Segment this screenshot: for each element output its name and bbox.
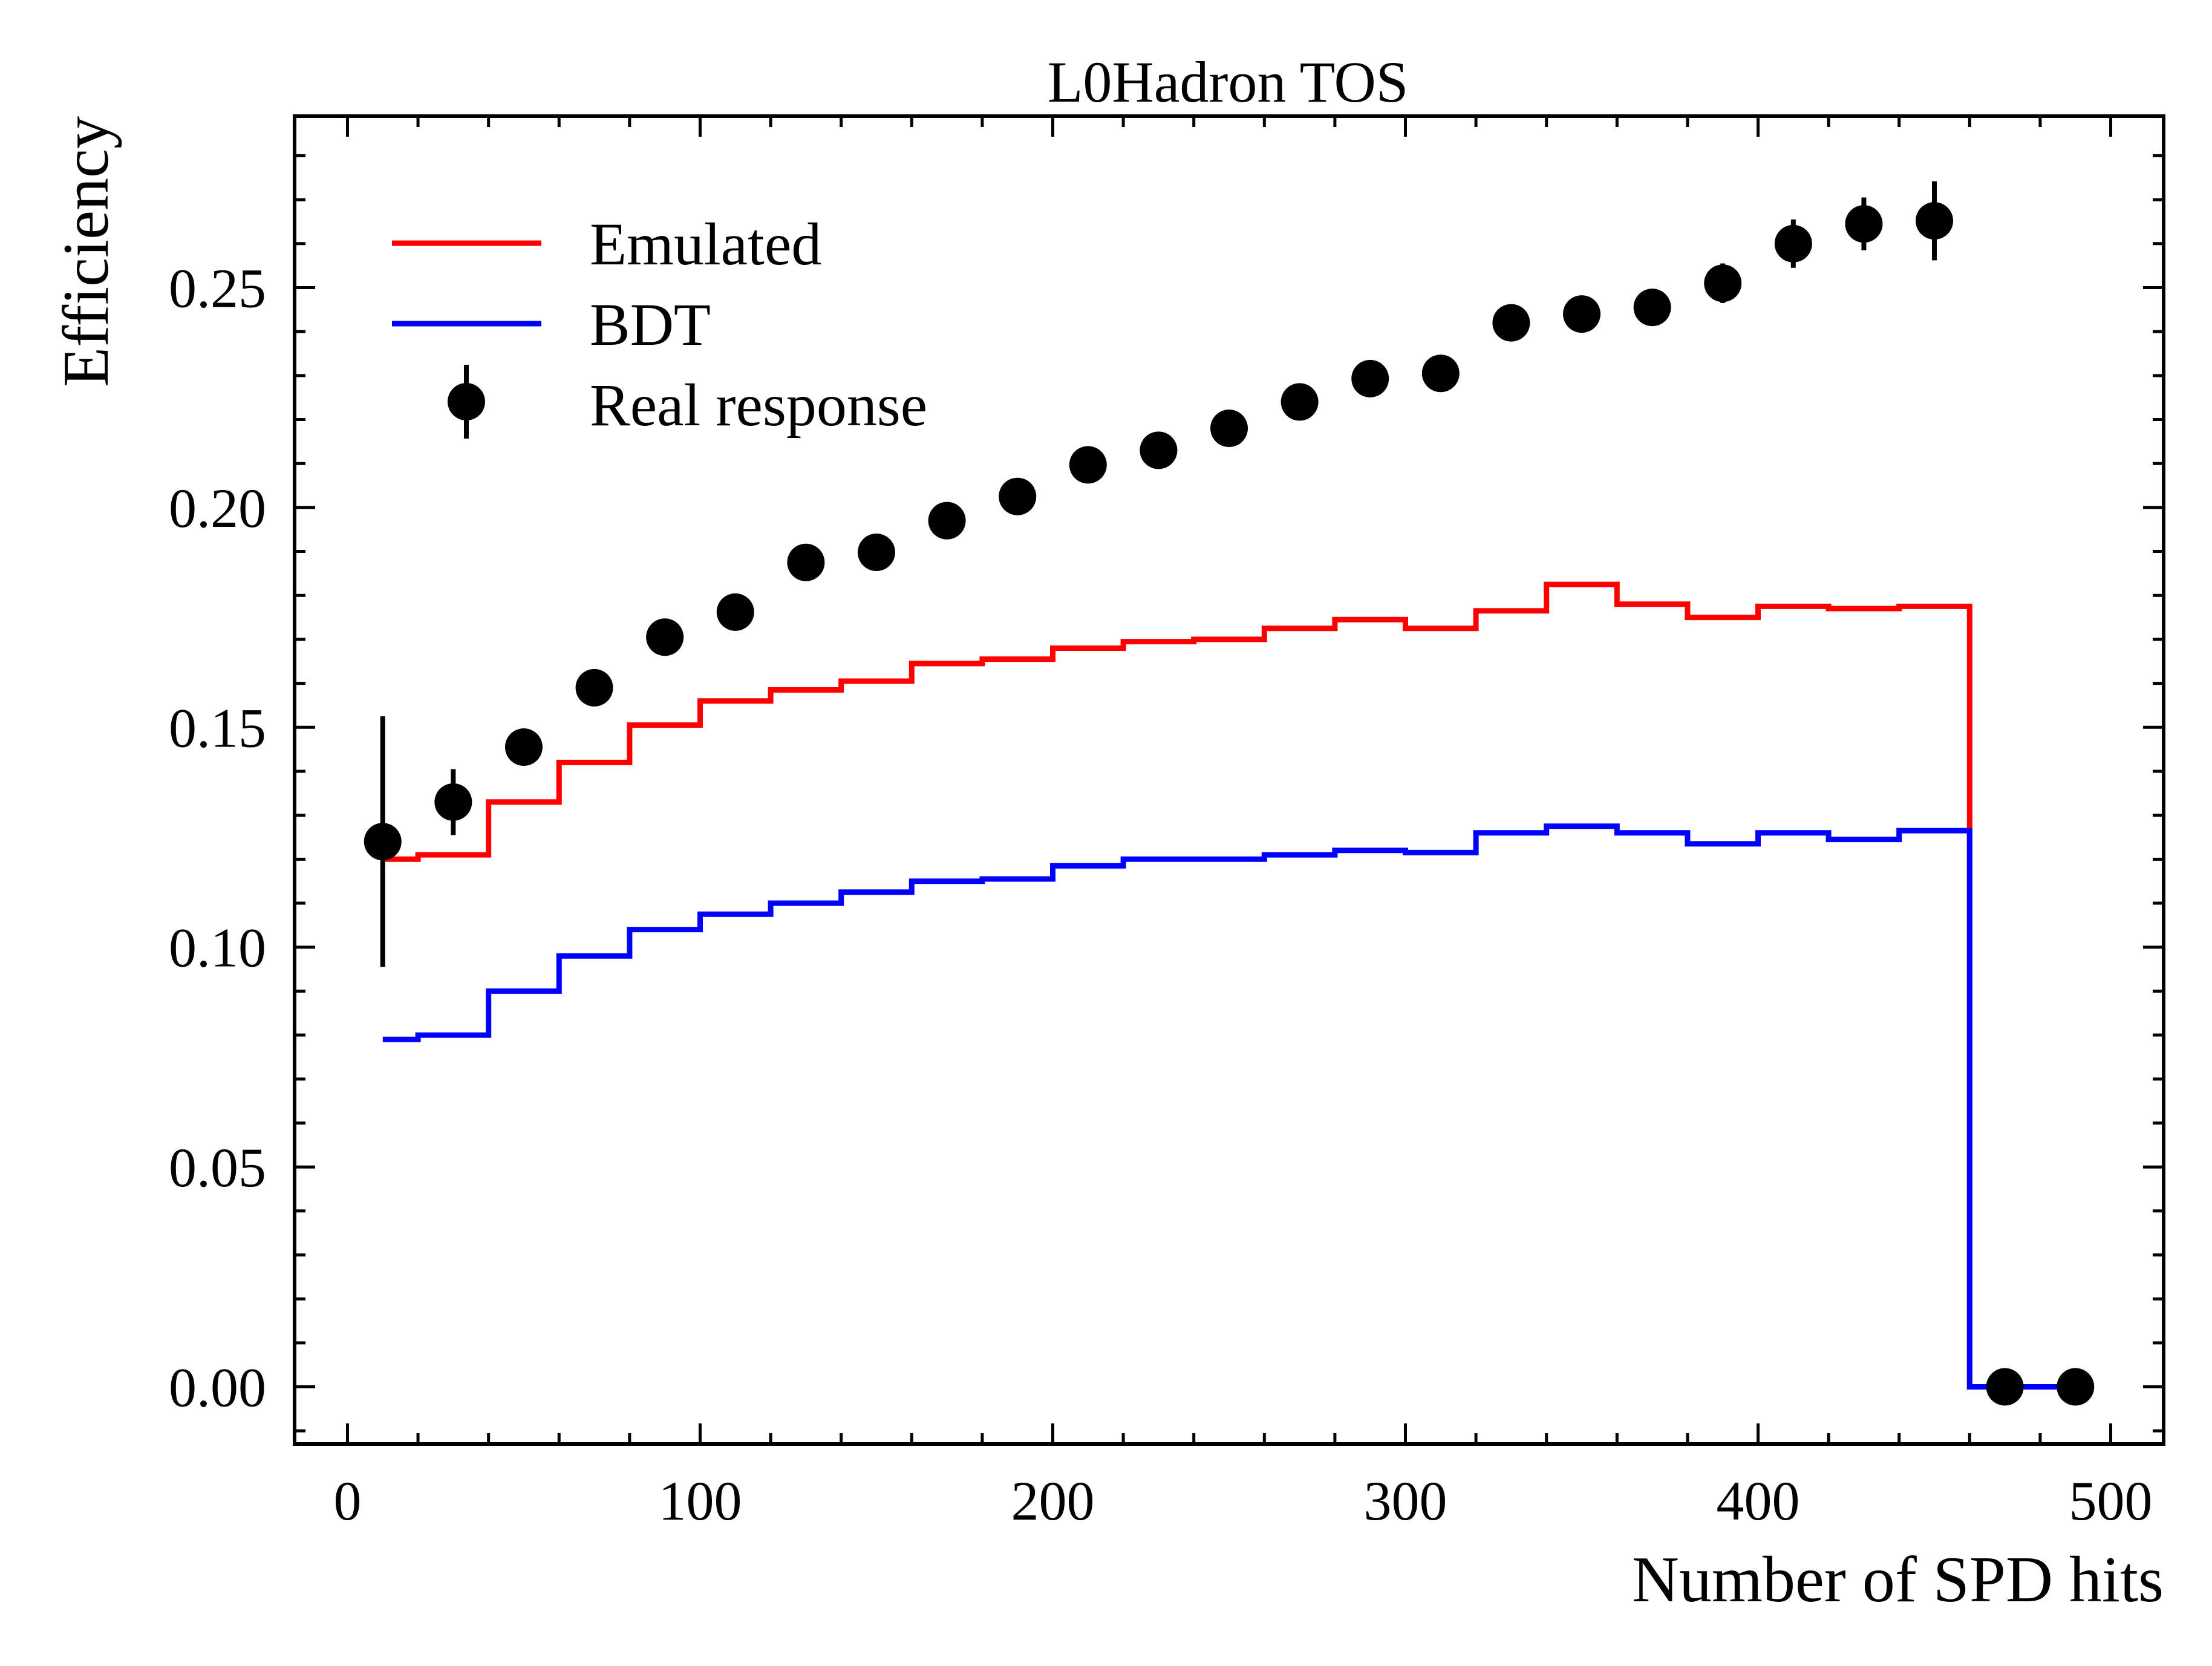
data-point	[1421, 354, 1460, 393]
y-tick-label: 0.10	[169, 917, 266, 979]
legend-swatch-real-response-marker	[448, 383, 485, 420]
y-tick-label: 0.25	[169, 257, 266, 319]
data-point	[787, 543, 825, 581]
x-tick-label: 0	[333, 1470, 361, 1532]
y-tick-label: 0.05	[169, 1137, 266, 1198]
data-point	[434, 783, 472, 821]
plot-frame	[293, 114, 2165, 1446]
series-line-emulated	[382, 581, 2076, 1390]
data-point	[575, 668, 613, 707]
tick-labels: 0 100 200 300 400 500 0.00 0.05 0.10 0.15 0.20 0.25	[169, 257, 2153, 1532]
legend-label-real-response: Real response	[590, 371, 927, 439]
data-point	[1210, 410, 1248, 448]
chart-title: L0Hadron TOS	[1048, 50, 1408, 114]
data-point	[999, 477, 1037, 515]
y-tick-label: 0.20	[169, 477, 266, 539]
x-tick-label: 400	[1717, 1470, 1800, 1532]
x-tick-label: 200	[1011, 1470, 1094, 1532]
x-axis-label: Number of SPD hits	[1632, 1544, 2164, 1616]
data-point	[364, 823, 402, 861]
data-point	[1563, 295, 1601, 333]
data-point	[504, 728, 543, 766]
x-tick-label: 500	[2069, 1470, 2153, 1532]
data-point	[646, 618, 684, 656]
data-point	[2057, 1368, 2095, 1406]
legend-label-emulated: Emulated	[590, 211, 821, 278]
data-point	[1351, 359, 1389, 397]
data-point	[1492, 304, 1530, 342]
y-tick-label: 0.15	[169, 697, 266, 759]
data-point	[928, 501, 966, 540]
data-point	[1281, 383, 1319, 421]
data-point	[1069, 446, 1107, 484]
data-point	[1140, 431, 1178, 469]
legend: Emulated BDT Real response	[392, 211, 927, 439]
legend-label-bdt: BDT	[590, 291, 711, 358]
data-point	[716, 593, 754, 631]
y-axis-label: Efficiency	[50, 116, 122, 387]
data-point	[1845, 205, 1883, 243]
data-point	[1916, 201, 1954, 240]
x-tick-label: 100	[658, 1470, 742, 1532]
data-point	[1774, 224, 1812, 263]
x-tick-label: 300	[1364, 1470, 1447, 1532]
data-point	[1704, 264, 1742, 302]
plot-series	[364, 181, 2095, 1406]
data-point	[1986, 1368, 2024, 1406]
y-tick-label: 0.00	[169, 1357, 266, 1419]
data-point	[1633, 289, 1671, 327]
series-line-bdt	[382, 823, 2076, 1390]
data-point	[857, 534, 895, 572]
